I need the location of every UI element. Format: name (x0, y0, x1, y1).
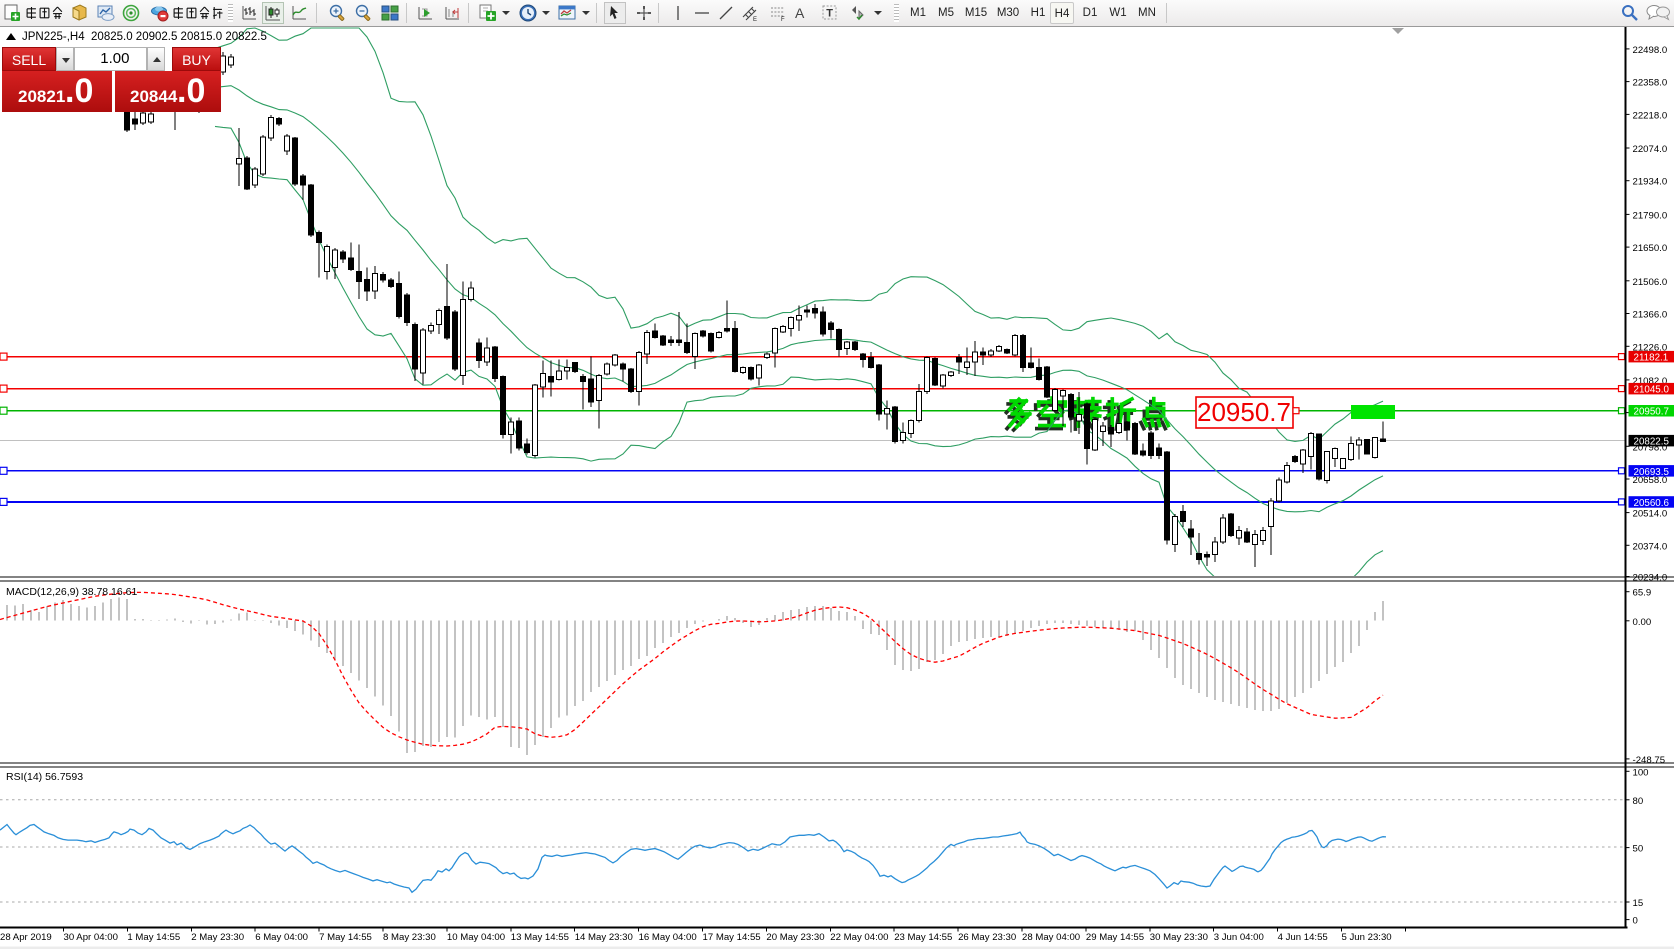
svg-text:5 Jun 23:30: 5 Jun 23:30 (1342, 932, 1392, 943)
svg-text:50: 50 (1633, 844, 1644, 855)
svg-text:3 Jun 04:00: 3 Jun 04:00 (1214, 932, 1264, 943)
svg-text:30 May 23:30: 30 May 23:30 (1150, 932, 1208, 943)
svg-text:26 May 23:30: 26 May 23:30 (958, 932, 1016, 943)
svg-text:MACD(12,26,9) 38.78 16.61: MACD(12,26,9) 38.78 16.61 (6, 586, 137, 598)
svg-text:7 May 14:55: 7 May 14:55 (319, 932, 372, 943)
svg-text:10 May 04:00: 10 May 04:00 (447, 932, 505, 943)
svg-text:28 Apr 2019: 28 Apr 2019 (0, 932, 52, 943)
svg-text:8 May 23:30: 8 May 23:30 (383, 932, 436, 943)
svg-text:100: 100 (1633, 767, 1649, 778)
svg-text:15: 15 (1633, 898, 1644, 909)
svg-text:22 May 04:00: 22 May 04:00 (830, 932, 888, 943)
svg-text:2 May 23:30: 2 May 23:30 (191, 932, 244, 943)
svg-text:14 May 23:30: 14 May 23:30 (575, 932, 633, 943)
svg-text:28 May 04:00: 28 May 04:00 (1022, 932, 1080, 943)
svg-text:20560.6: 20560.6 (1634, 498, 1670, 509)
svg-text:20234.0: 20234.0 (1633, 573, 1668, 584)
svg-text:F: F (781, 17, 785, 23)
svg-text:21506.0: 21506.0 (1633, 277, 1668, 288)
svg-text:16 May 04:00: 16 May 04:00 (639, 932, 697, 943)
svg-text:20693.5: 20693.5 (1634, 467, 1670, 478)
svg-text:1 May 14:55: 1 May 14:55 (127, 932, 180, 943)
svg-text:0: 0 (1633, 916, 1638, 927)
svg-text:65.9: 65.9 (1633, 588, 1652, 599)
svg-text:21045.0: 21045.0 (1634, 385, 1670, 396)
svg-text:4 Jun 14:55: 4 Jun 14:55 (1278, 932, 1328, 943)
svg-text:20950.7: 20950.7 (1634, 407, 1669, 418)
svg-text:20822.5: 20822.5 (1634, 437, 1670, 448)
svg-text:0.00: 0.00 (1633, 617, 1652, 628)
svg-text:20658.0: 20658.0 (1633, 475, 1668, 486)
svg-text:T: T (826, 8, 833, 20)
svg-text:20950.7: 20950.7 (1197, 397, 1291, 427)
svg-text:23 May 14:55: 23 May 14:55 (894, 932, 952, 943)
svg-text:17 May 14:55: 17 May 14:55 (703, 932, 761, 943)
svg-text:22498.0: 22498.0 (1633, 45, 1668, 56)
svg-text:RSI(14) 56.7593: RSI(14) 56.7593 (6, 771, 83, 783)
svg-text:21650.0: 21650.0 (1633, 243, 1668, 254)
svg-text:13 May 14:55: 13 May 14:55 (511, 932, 569, 943)
svg-text:6 May 04:00: 6 May 04:00 (255, 932, 308, 943)
svg-text:30 Apr 04:00: 30 Apr 04:00 (64, 932, 118, 943)
svg-text:20 May 23:30: 20 May 23:30 (766, 932, 824, 943)
svg-text:29 May 14:55: 29 May 14:55 (1086, 932, 1144, 943)
svg-text:21366.0: 21366.0 (1633, 310, 1668, 321)
svg-text:21934.0: 21934.0 (1633, 177, 1668, 188)
svg-text:21226.0: 21226.0 (1633, 342, 1668, 353)
svg-text:20514.0: 20514.0 (1633, 509, 1668, 520)
svg-text:22074.0: 22074.0 (1633, 144, 1668, 155)
svg-text:-248.75: -248.75 (1633, 755, 1666, 766)
svg-text:22358.0: 22358.0 (1633, 78, 1668, 89)
svg-text:E: E (753, 17, 757, 23)
svg-text:21790.0: 21790.0 (1633, 210, 1668, 221)
svg-text:80: 80 (1633, 796, 1644, 807)
svg-text:20798.0: 20798.0 (1633, 442, 1668, 453)
svg-text:22218.0: 22218.0 (1633, 110, 1668, 121)
svg-text:21182.1: 21182.1 (1634, 353, 1669, 364)
svg-text:21082.0: 21082.0 (1633, 376, 1668, 387)
svg-text:20374.0: 20374.0 (1633, 541, 1668, 552)
